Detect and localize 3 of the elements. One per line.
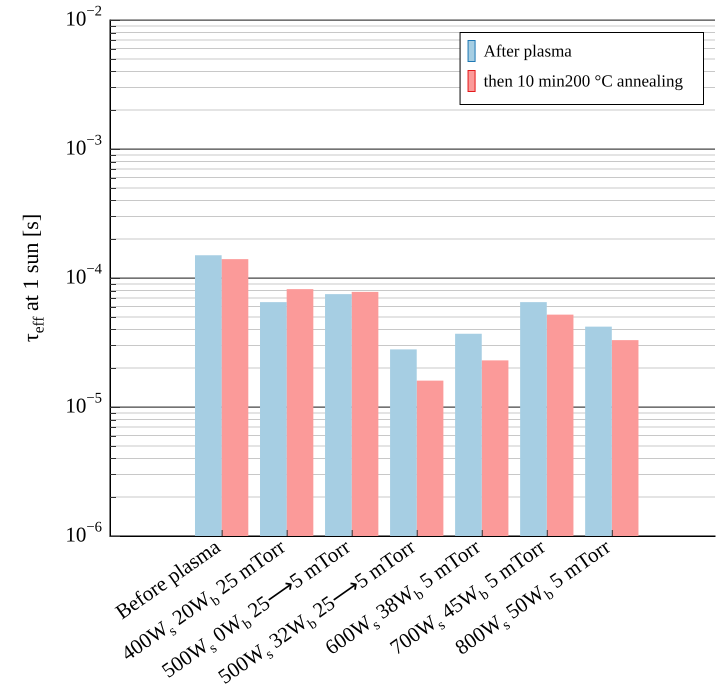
y-axis-title: τeff at 1 sun [s] (18, 214, 48, 342)
legend-label: then 10 min200 °C annealing (484, 71, 684, 90)
legend-label: After plasma (484, 41, 572, 60)
